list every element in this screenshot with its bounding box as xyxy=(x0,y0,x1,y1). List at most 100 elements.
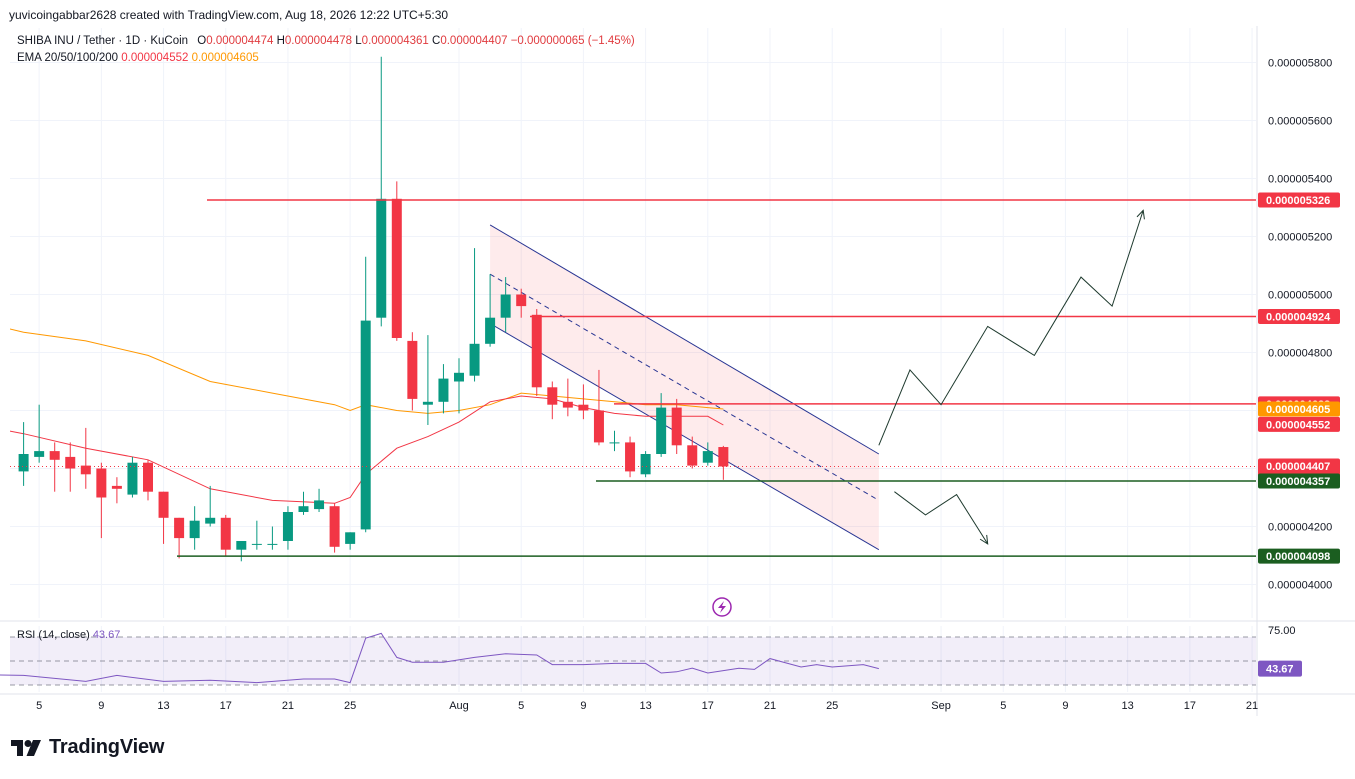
candle xyxy=(298,491,309,515)
price-label-text: 0.000005326 xyxy=(1266,195,1330,207)
high-value: 0.000004478 xyxy=(284,35,353,47)
tradingview-logo-text: TradingView xyxy=(49,736,165,758)
candle xyxy=(18,422,29,486)
candle xyxy=(454,358,464,414)
candle xyxy=(329,503,340,553)
candle xyxy=(345,532,356,550)
candle xyxy=(562,378,573,417)
candle xyxy=(422,335,433,425)
x-tick-label: 13 xyxy=(157,700,169,712)
low-value: 0.000004361 xyxy=(361,35,429,47)
high-label: H xyxy=(276,35,285,47)
candle-body xyxy=(485,317,496,344)
close-value: 0.000004407 xyxy=(440,35,508,47)
candle xyxy=(625,436,636,478)
time-axis: 5 9 13 17 21 25 Aug 5 9 13 17 21 25 Sep 5 9 13 17 21 xyxy=(36,700,1258,712)
channel-lower-line xyxy=(489,323,880,551)
channel-mid-line xyxy=(489,273,880,501)
y-tick-label: 0.000004200 xyxy=(1268,522,1332,534)
y-tick-label: 0.000005800 xyxy=(1268,58,1332,70)
candle-body xyxy=(438,378,449,402)
y-tick-label: 0.000005000 xyxy=(1268,290,1332,302)
candle xyxy=(111,477,122,504)
candle xyxy=(469,248,480,382)
candle-body xyxy=(640,454,651,475)
price-axis: 0.000004000 0.000004200 0.000004800 0.00000… xyxy=(1258,58,1340,592)
x-tick-label: 17 xyxy=(220,700,232,712)
candle xyxy=(251,520,262,550)
x-tick-label: Aug xyxy=(449,700,469,712)
price-label-text: 0.000004407 xyxy=(1266,461,1330,473)
x-tick-label: 21 xyxy=(764,700,776,712)
candle xyxy=(205,485,216,527)
price-label-text: 0.000004605 xyxy=(1266,404,1330,416)
lightning-icon[interactable] xyxy=(712,597,732,617)
candle xyxy=(267,526,278,550)
close-label: C xyxy=(432,35,441,47)
candle-body xyxy=(65,456,76,469)
candle-body xyxy=(422,401,433,405)
rsi-value-label: 43.67 xyxy=(1258,660,1302,677)
candle-body xyxy=(174,517,185,539)
candles xyxy=(18,56,729,562)
candle xyxy=(438,364,449,414)
x-tick-label: 5 xyxy=(1000,700,1006,712)
price-label-ema50: 0.000004605 xyxy=(1258,401,1340,417)
ema-legend-label: EMA 20/50/100/200 xyxy=(17,52,119,64)
candle-body xyxy=(80,465,91,475)
bearish-projection-arrowhead xyxy=(979,534,989,545)
candle xyxy=(531,309,542,396)
candle-body xyxy=(562,401,573,408)
rsi-tick-label: 75.00 xyxy=(1268,625,1296,637)
price-label-text: 0.000004552 xyxy=(1266,419,1330,431)
candle-body xyxy=(220,517,231,550)
symbol-legend[interactable]: SHIBA INU / Tether · 1D · KuCoin O0.0000… xyxy=(17,35,635,47)
low-label: L xyxy=(355,35,362,47)
rsi-value-box xyxy=(1258,660,1302,677)
y-tick-label: 0.000004800 xyxy=(1268,348,1332,360)
x-tick-label: 5 xyxy=(36,700,42,712)
candle xyxy=(143,459,153,501)
rsi-line xyxy=(0,632,879,684)
price-label-support: 0.000004357 xyxy=(1258,473,1340,489)
bullish-projection xyxy=(878,210,1144,446)
candle-body xyxy=(469,343,480,376)
rsi-legend[interactable]: RSI (14, close) 43.67 xyxy=(17,629,120,641)
channel-upper-line xyxy=(489,224,880,455)
candle-body xyxy=(127,462,138,495)
candle-body xyxy=(189,520,200,539)
candle xyxy=(407,332,418,411)
candle-body xyxy=(702,451,713,463)
candle-body xyxy=(391,198,402,338)
x-tick-label: 17 xyxy=(1184,700,1196,712)
x-tick-label: 21 xyxy=(282,700,294,712)
candle-body xyxy=(267,543,278,545)
candle-body xyxy=(251,543,262,545)
candle xyxy=(671,398,682,454)
tradingview-logo-icon xyxy=(11,739,41,756)
symbol-pair: SHIBA INU / Tether · 1D · KuCoin xyxy=(17,35,189,47)
candle-body xyxy=(314,500,325,510)
candle xyxy=(314,488,325,512)
open-value: 0.000004474 xyxy=(206,35,274,47)
price-label-box xyxy=(1258,401,1340,417)
tradingview-logo[interactable]: TradingView xyxy=(11,736,164,759)
candle-body xyxy=(282,512,293,541)
price-label-box xyxy=(1258,309,1340,325)
candle xyxy=(687,436,698,469)
candle-body xyxy=(18,454,29,472)
price-label-box xyxy=(1258,473,1340,489)
candle xyxy=(500,277,511,333)
ema-legend[interactable]: EMA 20/50/100/200 0.000004552 0.00000460… xyxy=(17,52,259,64)
candle xyxy=(391,181,402,341)
candle xyxy=(609,430,620,452)
candle xyxy=(516,288,527,318)
candle-body xyxy=(625,442,636,472)
candle-body xyxy=(298,506,309,512)
rsi-pane: 75.00 43.67 xyxy=(0,625,1302,686)
price-label-text: 0.000004924 xyxy=(1266,312,1331,324)
candle xyxy=(49,442,60,492)
candle xyxy=(547,381,558,420)
y-tick-label: 0.000005600 xyxy=(1268,116,1332,128)
